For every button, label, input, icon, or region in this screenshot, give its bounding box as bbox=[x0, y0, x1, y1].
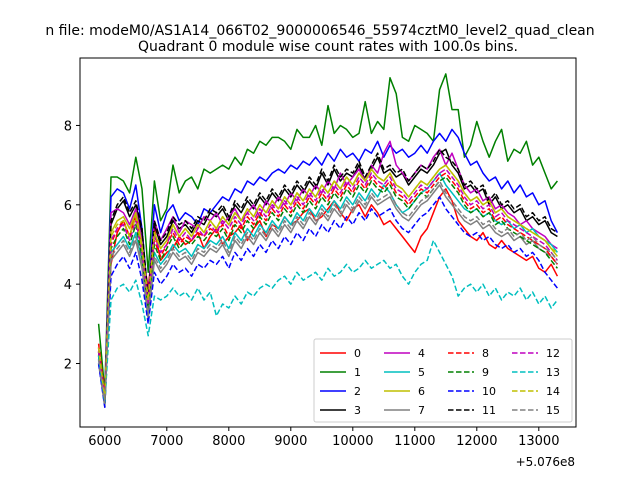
legend-label-3: 3 bbox=[354, 404, 361, 417]
x-tick-label: 8000 bbox=[212, 434, 245, 449]
series-line-1 bbox=[97, 73, 558, 393]
series-line-2 bbox=[97, 128, 559, 400]
legend-label-13: 13 bbox=[546, 366, 560, 379]
legend-label-4: 4 bbox=[418, 347, 425, 360]
figure-suptitle: n file: modeM0/AS1A14_066T02_9000006546_… bbox=[45, 23, 594, 39]
x-tick-label: 9000 bbox=[274, 434, 307, 449]
y-tick-label: 6 bbox=[64, 199, 72, 214]
series-line-15 bbox=[97, 180, 558, 404]
legend-label-5: 5 bbox=[418, 366, 425, 379]
legend-label-14: 14 bbox=[546, 385, 560, 398]
legend-label-6: 6 bbox=[418, 385, 425, 398]
legend-label-12: 12 bbox=[546, 347, 560, 360]
x-tick-label: 13000 bbox=[518, 434, 559, 449]
axis-ticks: 6000 7000 8000 9000 10000 11000 12000 13000 2 4 6 8 bbox=[64, 119, 560, 449]
x-tick-label: 6000 bbox=[88, 434, 121, 449]
legend-label-0: 0 bbox=[354, 347, 361, 360]
series-line-12 bbox=[97, 168, 558, 400]
y-tick-label: 4 bbox=[64, 278, 72, 293]
x-tick-label: 7000 bbox=[150, 434, 183, 449]
series-line-8 bbox=[97, 172, 558, 397]
x-offset-label: +5.076e8 bbox=[516, 455, 575, 469]
series-line-11 bbox=[97, 148, 558, 404]
x-tick-label: 11000 bbox=[394, 434, 435, 449]
legend-label-2: 2 bbox=[354, 385, 361, 398]
legend-label-11: 11 bbox=[482, 404, 496, 417]
y-tick-label: 2 bbox=[64, 358, 72, 373]
x-tick-label: 10000 bbox=[332, 434, 373, 449]
axes-frame bbox=[79, 57, 577, 428]
legend-label-10: 10 bbox=[482, 385, 496, 398]
legend-label-7: 7 bbox=[418, 404, 425, 417]
series-line-10 bbox=[97, 196, 558, 408]
series-line-0 bbox=[97, 188, 559, 397]
legend-box bbox=[313, 338, 573, 423]
chart-title: Quadrant 0 module wise count rates with … bbox=[138, 39, 518, 55]
series-line-9 bbox=[97, 176, 558, 404]
series-line-13 bbox=[97, 239, 558, 404]
legend-label-9: 9 bbox=[482, 366, 489, 379]
series-line-14 bbox=[97, 164, 558, 400]
legend-label-8: 8 bbox=[482, 347, 489, 360]
y-tick-label: 8 bbox=[64, 119, 72, 134]
legend-label-15: 15 bbox=[546, 404, 560, 417]
series-layer bbox=[97, 73, 559, 408]
x-tick-label: 12000 bbox=[456, 434, 497, 449]
series-line-7 bbox=[97, 184, 558, 408]
legend-label-1: 1 bbox=[354, 366, 361, 379]
